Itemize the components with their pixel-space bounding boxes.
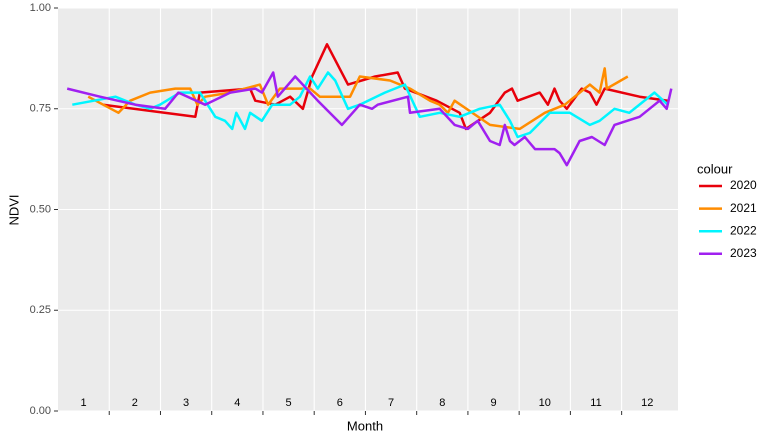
month-label: 11 [590,397,601,409]
month-label: 5 [286,397,292,409]
legend-label: 2022 [730,223,757,237]
data-line [87,67,629,131]
x-axis-title: Month [347,418,383,433]
month-label: 8 [439,397,445,409]
y-tick-label: 0.00 [30,405,51,417]
legend-label: 2020 [730,178,757,192]
y-tick-label: 0.50 [30,203,51,215]
month-label: 10 [539,397,551,409]
month-label: 6 [337,397,343,409]
data-line [72,71,669,139]
month-label: 12 [641,397,653,409]
y-axis-title: NDVI [6,194,21,225]
month-label: 4 [234,397,240,409]
data-line [66,71,673,167]
y-tick-label: 0.75 [30,103,51,115]
month-label: 1 [81,397,87,409]
month-label: 2 [132,397,138,409]
y-tick-label: 0.25 [30,304,51,316]
y-tick-label: 1.00 [30,2,51,14]
month-label: 3 [183,397,189,409]
month-label: 9 [490,397,496,409]
legend-title: colour [697,161,733,176]
legend-label: 2023 [730,246,757,260]
legend-label: 2021 [730,201,757,215]
month-label: 7 [388,397,394,409]
